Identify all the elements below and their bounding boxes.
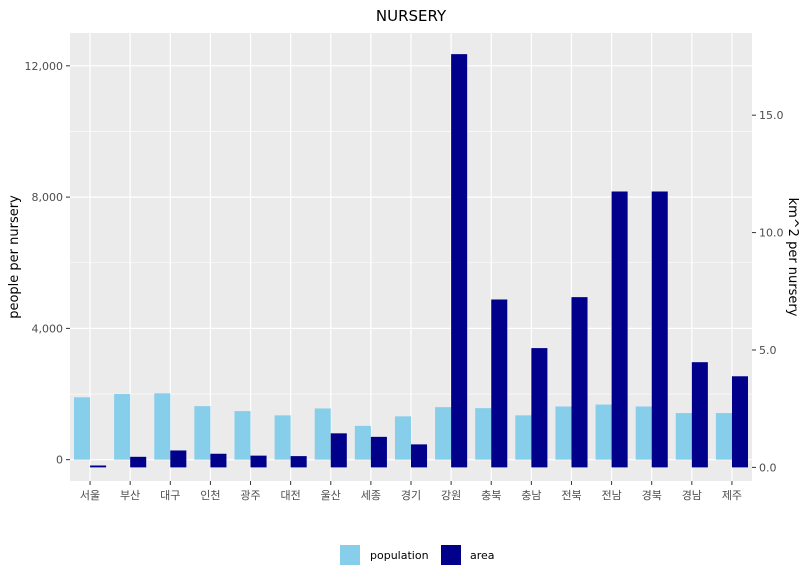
legend-key-population xyxy=(340,545,360,565)
x-tick-label: 대전 xyxy=(281,489,301,502)
bar-population xyxy=(675,413,692,460)
chart-title: NURSERY xyxy=(376,7,447,25)
bars xyxy=(74,54,748,468)
bar-area xyxy=(531,348,548,468)
x-tick-label: 부산 xyxy=(120,489,140,502)
bar-population xyxy=(475,408,492,460)
bar-area xyxy=(651,191,668,468)
bar-area xyxy=(691,362,708,468)
y-tick-label-left: 12,000 xyxy=(25,60,64,73)
x-tick-label: 제주 xyxy=(722,489,742,502)
y-tick-label-left: 0 xyxy=(56,454,63,467)
bar-population xyxy=(114,394,131,460)
bar-area xyxy=(90,465,107,468)
bar-population xyxy=(354,425,371,460)
x-tick-label: 대구 xyxy=(160,489,180,502)
y-tick-label-left: 4,000 xyxy=(32,322,64,335)
x-tick-label: 경북 xyxy=(642,489,662,502)
x-tick-label: 경기 xyxy=(401,489,421,502)
axes: 0 4,000 8,000 12,000 0.0 5.0 10.0 15.0 서울 부산 대구 인천 광… xyxy=(25,60,784,502)
x-tick-label: 서울 xyxy=(80,489,100,502)
bar-population xyxy=(515,415,532,460)
bar-population xyxy=(555,406,572,460)
y-tick-label-left: 8,000 xyxy=(32,191,64,204)
bar-area xyxy=(411,444,428,468)
bar-population xyxy=(234,411,251,460)
x-tick-label: 충남 xyxy=(521,489,541,502)
bar-area xyxy=(290,456,307,468)
bar-area xyxy=(370,436,387,468)
x-tick-label: 광주 xyxy=(240,489,260,502)
x-tick-label: 전북 xyxy=(561,489,581,502)
legend: population area xyxy=(340,545,495,565)
legend-label-population: population xyxy=(370,549,429,562)
bar-area xyxy=(491,299,508,468)
bar-population xyxy=(715,413,732,460)
bar-population xyxy=(154,393,171,460)
bar-population xyxy=(635,406,652,460)
bar-population xyxy=(435,407,452,460)
y-tick-label-right: 10.0 xyxy=(759,227,784,240)
legend-label-area: area xyxy=(470,549,495,562)
bar-area xyxy=(731,376,748,468)
bar-area xyxy=(250,455,267,468)
x-tick-label: 인천 xyxy=(200,488,220,502)
bar-area xyxy=(611,191,628,468)
bar-area xyxy=(170,450,187,468)
bar-area xyxy=(330,433,347,468)
bar-population xyxy=(394,416,411,460)
legend-key-area xyxy=(441,545,461,565)
y-axis-title-right: km^2 per nursery xyxy=(785,198,800,317)
y-tick-label-right: 5.0 xyxy=(759,344,777,357)
x-tick-label: 경남 xyxy=(682,489,702,502)
x-tick-label: 전남 xyxy=(601,489,621,502)
x-tick-label: 세종 xyxy=(361,489,381,502)
bar-area xyxy=(571,297,588,468)
bar-area xyxy=(130,456,147,468)
x-tick-label: 강원 xyxy=(441,489,461,502)
bar-population xyxy=(314,408,331,460)
y-tick-label-right: 0.0 xyxy=(759,461,777,474)
y-axis-title-left: people per nursery xyxy=(7,195,22,319)
bar-population xyxy=(74,397,91,460)
bar-area xyxy=(210,453,227,468)
bar-population xyxy=(194,406,211,460)
y-tick-label-right: 15.0 xyxy=(759,109,784,122)
bar-area xyxy=(451,54,468,468)
x-tick-label: 울산 xyxy=(321,489,341,502)
x-tick-label: 충북 xyxy=(481,489,501,502)
bar-population xyxy=(274,415,291,460)
bar-population xyxy=(595,404,612,460)
